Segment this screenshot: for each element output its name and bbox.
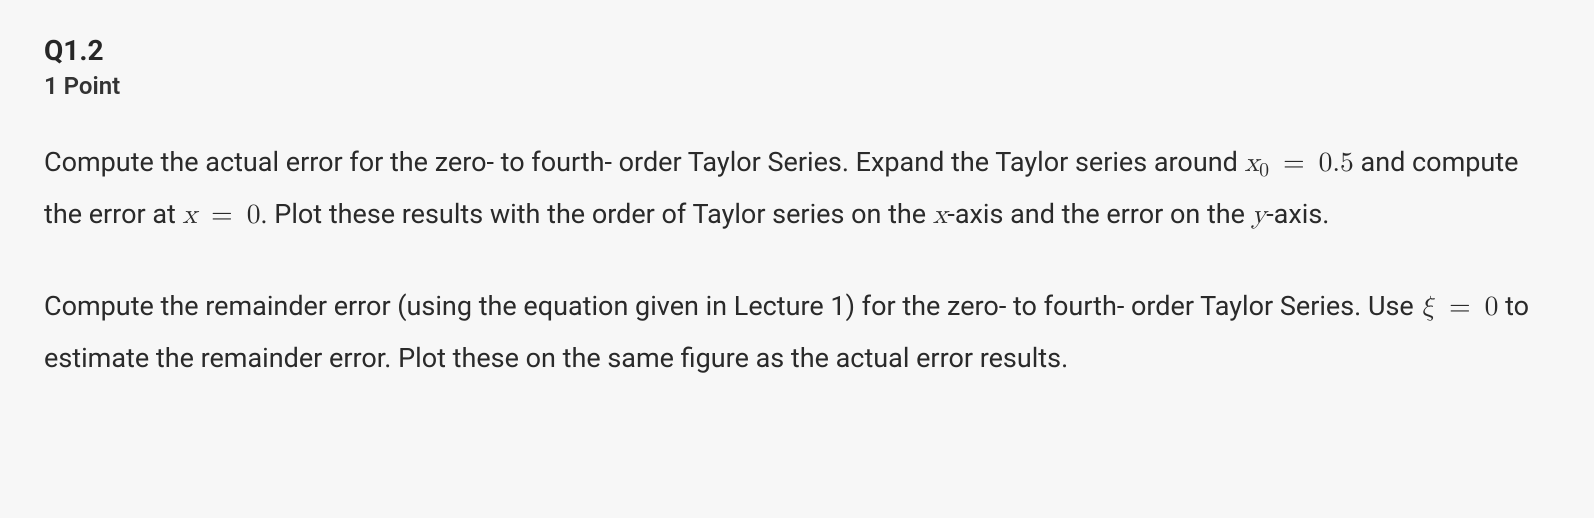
text-run: . Plot these results with the order of T… (260, 198, 932, 230)
question-points: 1 Point (44, 70, 1550, 102)
math-equals: = (197, 202, 247, 229)
math-num: 0 (1485, 294, 1499, 321)
text-run: -axis. (1266, 198, 1329, 230)
question-paragraph-1: Compute the actual error for the zero- t… (44, 138, 1550, 242)
math-var: x (183, 202, 198, 229)
text-run: Compute the actual error for the zero- t… (44, 146, 1245, 178)
math-xi: ξ = 0 (1420, 294, 1498, 321)
math-num: 0.5 (1319, 150, 1354, 177)
math-x-axis: x (933, 202, 948, 229)
text-run: -axis and the error on the (947, 198, 1251, 230)
math-x0: x0 = 0.5 (1245, 150, 1354, 177)
question-paragraph-2: Compute the remainder error (using the e… (44, 282, 1550, 384)
math-equals: = (1269, 150, 1319, 177)
question-number: Q1.2 (44, 34, 1550, 68)
math-var: x (1245, 150, 1260, 177)
math-y-axis: y (1252, 202, 1267, 229)
math-num: 0 (247, 202, 261, 229)
math-equals: = (1435, 294, 1485, 321)
math-var: ξ (1420, 294, 1435, 321)
question-block: Q1.2 1 Point Compute the actual error fo… (0, 0, 1594, 428)
text-run: Compute the remainder error (using the e… (44, 290, 1420, 322)
math-subscript: 0 (1259, 160, 1269, 180)
math-x: x = 0 (183, 202, 261, 229)
